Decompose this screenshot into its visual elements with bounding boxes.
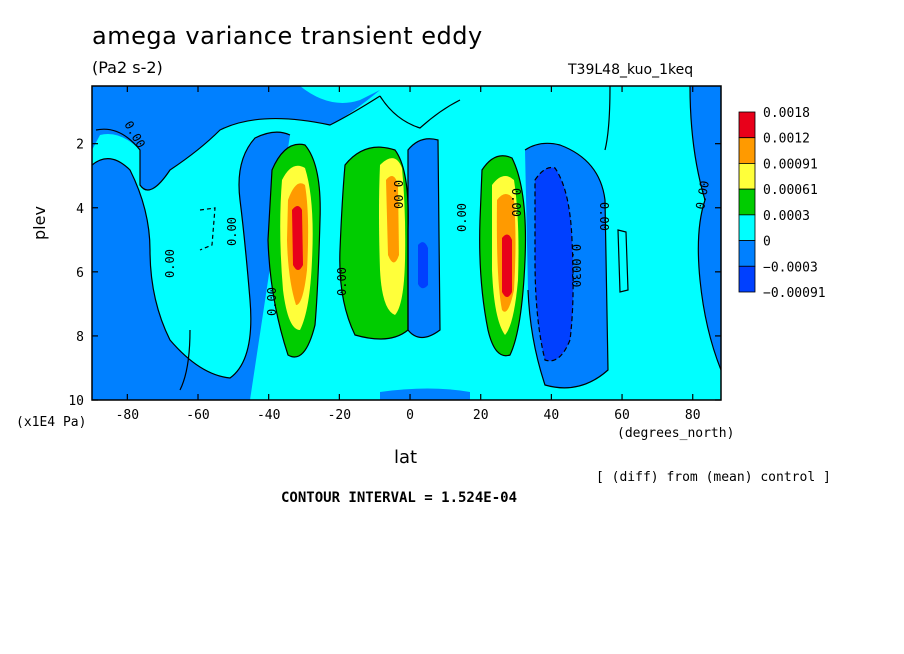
x-axis-units: (degrees_north) xyxy=(617,426,735,441)
colorbar-label: 0.0018 xyxy=(763,106,810,121)
contour-label: 0.00 xyxy=(597,202,611,231)
plot-frame xyxy=(91,85,722,401)
contour-lines xyxy=(92,86,721,391)
contour-label: 0.00 xyxy=(391,180,405,209)
colorbar-label: −0.00091 xyxy=(763,286,826,301)
colorbar: 0.0018 0.0012 0.00091 0.00061 0.0003 0 −0.0003… xyxy=(738,106,826,301)
blue-region-top-left xyxy=(92,86,380,190)
contour-label: 0.0030 xyxy=(569,244,583,287)
deep-blue-spot-center xyxy=(418,242,428,289)
contour-interval: CONTOUR INTERVAL = 1.524E-04 xyxy=(281,490,518,506)
contour-label: 0.00 xyxy=(693,180,712,211)
colorbar-label: 0.00091 xyxy=(763,157,818,172)
colorbar-label: 0.0003 xyxy=(763,209,810,224)
x-tick-label: 0 xyxy=(406,408,414,423)
y-tick-label: 4 xyxy=(76,202,84,217)
contour-label-group: 0.00 0.00 0.00 0.00 0.00 0.00 0.00 0.00 … xyxy=(121,119,712,317)
contour-field xyxy=(92,86,721,400)
contour-label: 0.00 xyxy=(265,287,279,316)
diff-note: [ (diff) from (mean) control ] xyxy=(596,470,831,485)
red-cell-right xyxy=(502,234,512,297)
colorbar-label: 0.00061 xyxy=(763,183,818,198)
contour-label: 0.00 xyxy=(163,249,177,278)
x-axis: -80 -60 -40 -20 0 20 40 60 80 xyxy=(116,86,701,423)
x-tick-label: 60 xyxy=(614,408,630,423)
deep-blue-region xyxy=(535,167,574,361)
y-axis: 2 4 6 8 10 xyxy=(68,138,721,409)
x-axis-label: lat xyxy=(394,447,418,468)
colorbar-swatch xyxy=(738,137,756,164)
x-tick-label: 40 xyxy=(544,408,560,423)
blue-region-far-right xyxy=(690,86,721,370)
x-tick-label: 80 xyxy=(685,408,701,423)
y-tick-label: 10 xyxy=(68,394,84,409)
colorbar-swatch xyxy=(738,188,756,216)
run-name: T39L48_kuo_1keq xyxy=(568,62,694,78)
colorbar-label: 0.0012 xyxy=(763,132,810,147)
orange-cell-center xyxy=(386,176,399,263)
x-tick-label: 20 xyxy=(473,408,489,423)
blue-region-center xyxy=(408,138,440,338)
y-tick-label: 2 xyxy=(76,138,84,153)
chart-title: amega variance transient eddy xyxy=(92,22,483,50)
contour-label: 0.00 xyxy=(455,203,469,232)
red-cell-left xyxy=(292,206,303,270)
blue-region-bottom-left xyxy=(92,340,200,400)
y-axis-units: (x1E4 Pa) xyxy=(16,415,87,430)
blue-region-bottom-center xyxy=(380,388,470,400)
colorbar-label: −0.0003 xyxy=(763,260,818,275)
y-tick-label: 8 xyxy=(76,330,84,345)
x-tick-label: -80 xyxy=(116,408,139,423)
contour-label: 0.00 xyxy=(335,267,349,296)
colorbar-label: 0 xyxy=(763,235,771,250)
y-tick-label: 6 xyxy=(76,266,84,281)
colorbar-swatch xyxy=(738,240,756,267)
contour-label: 0.00 xyxy=(509,188,523,217)
x-tick-label: -60 xyxy=(186,408,209,423)
x-tick-label: -40 xyxy=(257,408,280,423)
chart-units: (Pa2 s-2) xyxy=(92,58,163,77)
colorbar-swatch xyxy=(738,163,756,190)
x-tick-label: -20 xyxy=(328,408,351,423)
contour-label: 0.00 xyxy=(225,217,239,246)
colorbar-swatch xyxy=(738,214,756,241)
colorbar-swatch xyxy=(738,265,756,293)
colorbar-swatch xyxy=(738,111,756,139)
